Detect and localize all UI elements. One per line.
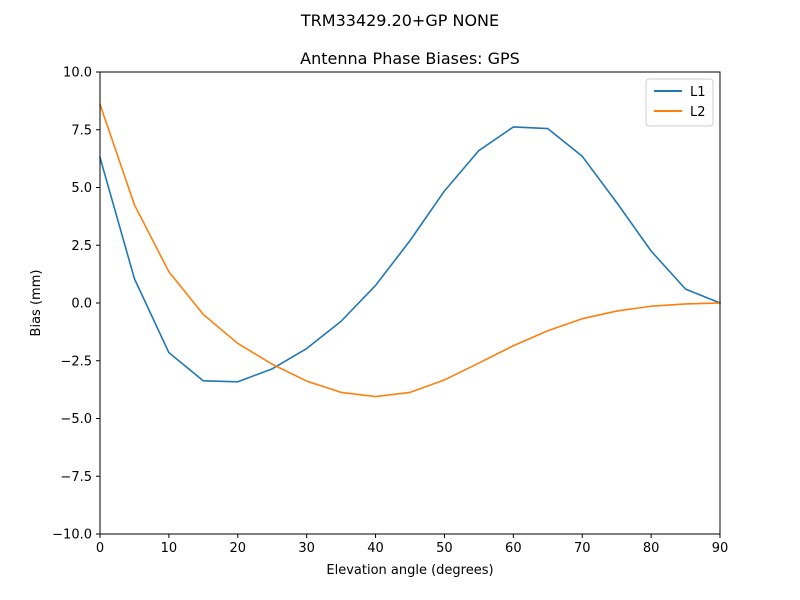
legend-label-l1: L1	[690, 85, 706, 100]
x-axis: 0 10 20 30 40 50 60 70 80 90	[96, 534, 728, 556]
series-layer	[98, 103, 722, 398]
y-tick-label: −2.5	[60, 354, 92, 369]
x-tick-label: 50	[436, 541, 453, 556]
x-axis-label: Elevation angle (degrees)	[326, 563, 493, 578]
x-tick-label: 70	[574, 541, 591, 556]
y-tick-label: −10.0	[52, 528, 92, 543]
y-axis: −10.0 −7.5 −5.0 −2.5 0.0 2.5 5.0 7.5 10.0	[52, 66, 100, 543]
x-tick-label: 80	[643, 541, 660, 556]
chart-title: Antenna Phase Biases: GPS	[300, 49, 520, 68]
y-tick-label: 0.0	[71, 297, 92, 312]
y-tick-label: 7.5	[71, 123, 92, 138]
y-tick-label: −5.0	[60, 412, 92, 427]
legend-label-l2: L2	[690, 105, 706, 120]
x-tick-label: 60	[505, 541, 522, 556]
x-tick-label: 30	[298, 541, 315, 556]
y-tick-label: 5.0	[71, 181, 92, 196]
x-tick-label: 20	[230, 541, 247, 556]
y-tick-label: 10.0	[63, 66, 92, 81]
series-line-l2	[98, 103, 721, 398]
y-axis-label: Bias (mm)	[29, 270, 44, 337]
x-tick-label: 10	[161, 541, 178, 556]
figure-suptitle: TRM33429.20+GP NONE	[300, 11, 499, 30]
x-tick-label: 40	[367, 541, 384, 556]
x-tick-label: 90	[712, 541, 729, 556]
series-line-l1	[99, 126, 722, 383]
x-tick-label: 0	[96, 541, 104, 556]
y-tick-label: 2.5	[71, 239, 92, 254]
y-tick-label: −7.5	[60, 470, 92, 485]
legend: L1 L2	[645, 78, 714, 127]
plot-area	[100, 72, 720, 534]
